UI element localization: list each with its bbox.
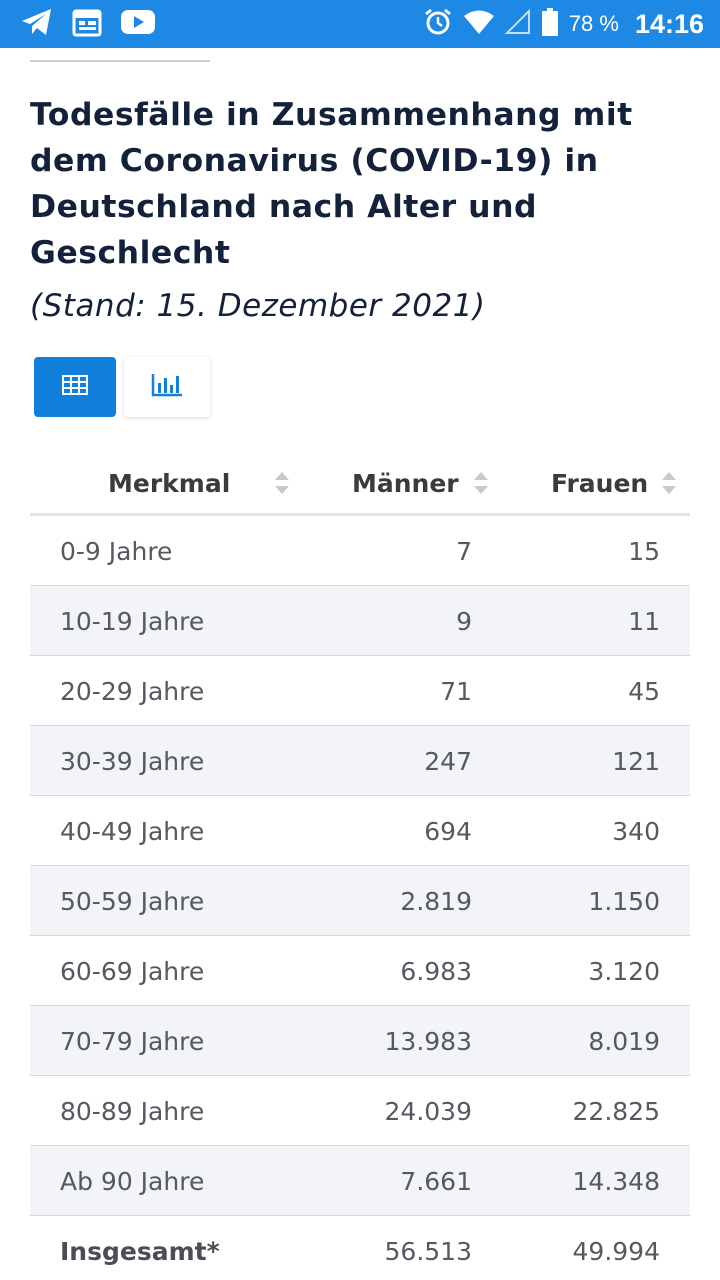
row-label: 50-59 Jahre	[60, 886, 205, 916]
page-subtitle: (Stand: 15. Dezember 2021)	[30, 288, 486, 324]
row-label: Ab 90 Jahre	[60, 1166, 205, 1196]
table-row: Ab 90 Jahre 7.661 14.348	[30, 1146, 690, 1216]
value-maenner-total: 56.513	[384, 1236, 472, 1266]
value-frauen-total: 49.994	[572, 1236, 660, 1266]
page-title: Todesfälle in Zusammenhang mit dem Coron…	[30, 97, 633, 271]
value-maenner: 24.039	[384, 1096, 472, 1126]
table-row: 10-19 Jahre 9 11	[30, 586, 690, 656]
row-label: 10-19 Jahre	[60, 606, 205, 636]
alarm-icon	[423, 7, 453, 41]
value-maenner: 247	[424, 746, 472, 776]
wifi-icon	[463, 9, 495, 39]
table-row: 30-39 Jahre 247 121	[30, 726, 690, 796]
signal-icon	[504, 8, 531, 39]
table-view-button[interactable]	[34, 357, 116, 417]
data-table: Merkmal Männer Frauen 0-9 Jahre 7 15 10-…	[30, 450, 690, 1280]
table-row: 40-49 Jahre 694 340	[30, 796, 690, 866]
youtube-icon	[120, 8, 156, 40]
row-label: 70-79 Jahre	[60, 1026, 205, 1056]
table-row: 0-9 Jahre 7 15	[30, 516, 690, 586]
table-row: 60-69 Jahre 6.983 3.120	[30, 936, 690, 1006]
table-row: 70-79 Jahre 13.983 8.019	[30, 1006, 690, 1076]
value-maenner: 9	[456, 606, 472, 636]
row-label: 60-69 Jahre	[60, 956, 205, 986]
table-row-total: Insgesamt* 56.513 49.994	[30, 1216, 690, 1280]
value-frauen: 11	[628, 606, 660, 636]
table-row: 80-89 Jahre 24.039 22.825	[30, 1076, 690, 1146]
sort-icon[interactable]	[473, 470, 489, 500]
bar-chart-icon	[151, 373, 183, 401]
row-label-total: Insgesamt*	[60, 1236, 220, 1266]
divider	[30, 60, 210, 62]
value-frauen: 45	[628, 676, 660, 706]
value-frauen: 1.150	[588, 886, 660, 916]
sort-icon[interactable]	[274, 470, 290, 500]
row-label: 0-9 Jahre	[60, 536, 173, 566]
value-frauen: 340	[612, 816, 660, 846]
table-icon	[62, 375, 88, 399]
value-maenner: 7.661	[400, 1166, 472, 1196]
notification-icons	[20, 8, 156, 40]
table-body: 0-9 Jahre 7 15 10-19 Jahre 9 11 20-29 Ja…	[30, 516, 690, 1280]
row-label: 20-29 Jahre	[60, 676, 205, 706]
sort-icon[interactable]	[661, 470, 677, 500]
column-header-frauen[interactable]: Frauen	[551, 468, 649, 498]
value-maenner: 7	[456, 536, 472, 566]
value-frauen: 22.825	[572, 1096, 660, 1126]
value-frauen: 121	[612, 746, 660, 776]
row-label: 40-49 Jahre	[60, 816, 205, 846]
row-label: 30-39 Jahre	[60, 746, 205, 776]
column-header-maenner[interactable]: Männer	[352, 468, 459, 498]
value-maenner: 6.983	[400, 956, 472, 986]
value-frauen: 15	[628, 536, 660, 566]
value-maenner: 2.819	[400, 886, 472, 916]
table-row: 20-29 Jahre 71 45	[30, 656, 690, 726]
telegram-icon	[20, 7, 54, 41]
column-header-merkmal[interactable]: Merkmal	[108, 468, 231, 498]
battery-icon	[541, 7, 559, 41]
system-icons: 78 % 14:16	[423, 6, 704, 42]
value-frauen: 8.019	[588, 1026, 660, 1056]
value-maenner: 694	[424, 816, 472, 846]
value-frauen: 3.120	[588, 956, 660, 986]
table-header: Merkmal Männer Frauen	[30, 450, 690, 516]
status-bar: 78 % 14:16	[0, 0, 720, 48]
clock: 14:16	[634, 8, 704, 39]
chart-view-button[interactable]	[124, 357, 210, 417]
battery-percentage: 78 %	[568, 11, 619, 36]
value-maenner: 71	[440, 676, 472, 706]
value-frauen: 14.348	[572, 1166, 660, 1196]
value-maenner: 13.983	[384, 1026, 472, 1056]
calendar-icon	[72, 7, 102, 41]
row-label: 80-89 Jahre	[60, 1096, 205, 1126]
table-row: 50-59 Jahre 2.819 1.150	[30, 866, 690, 936]
